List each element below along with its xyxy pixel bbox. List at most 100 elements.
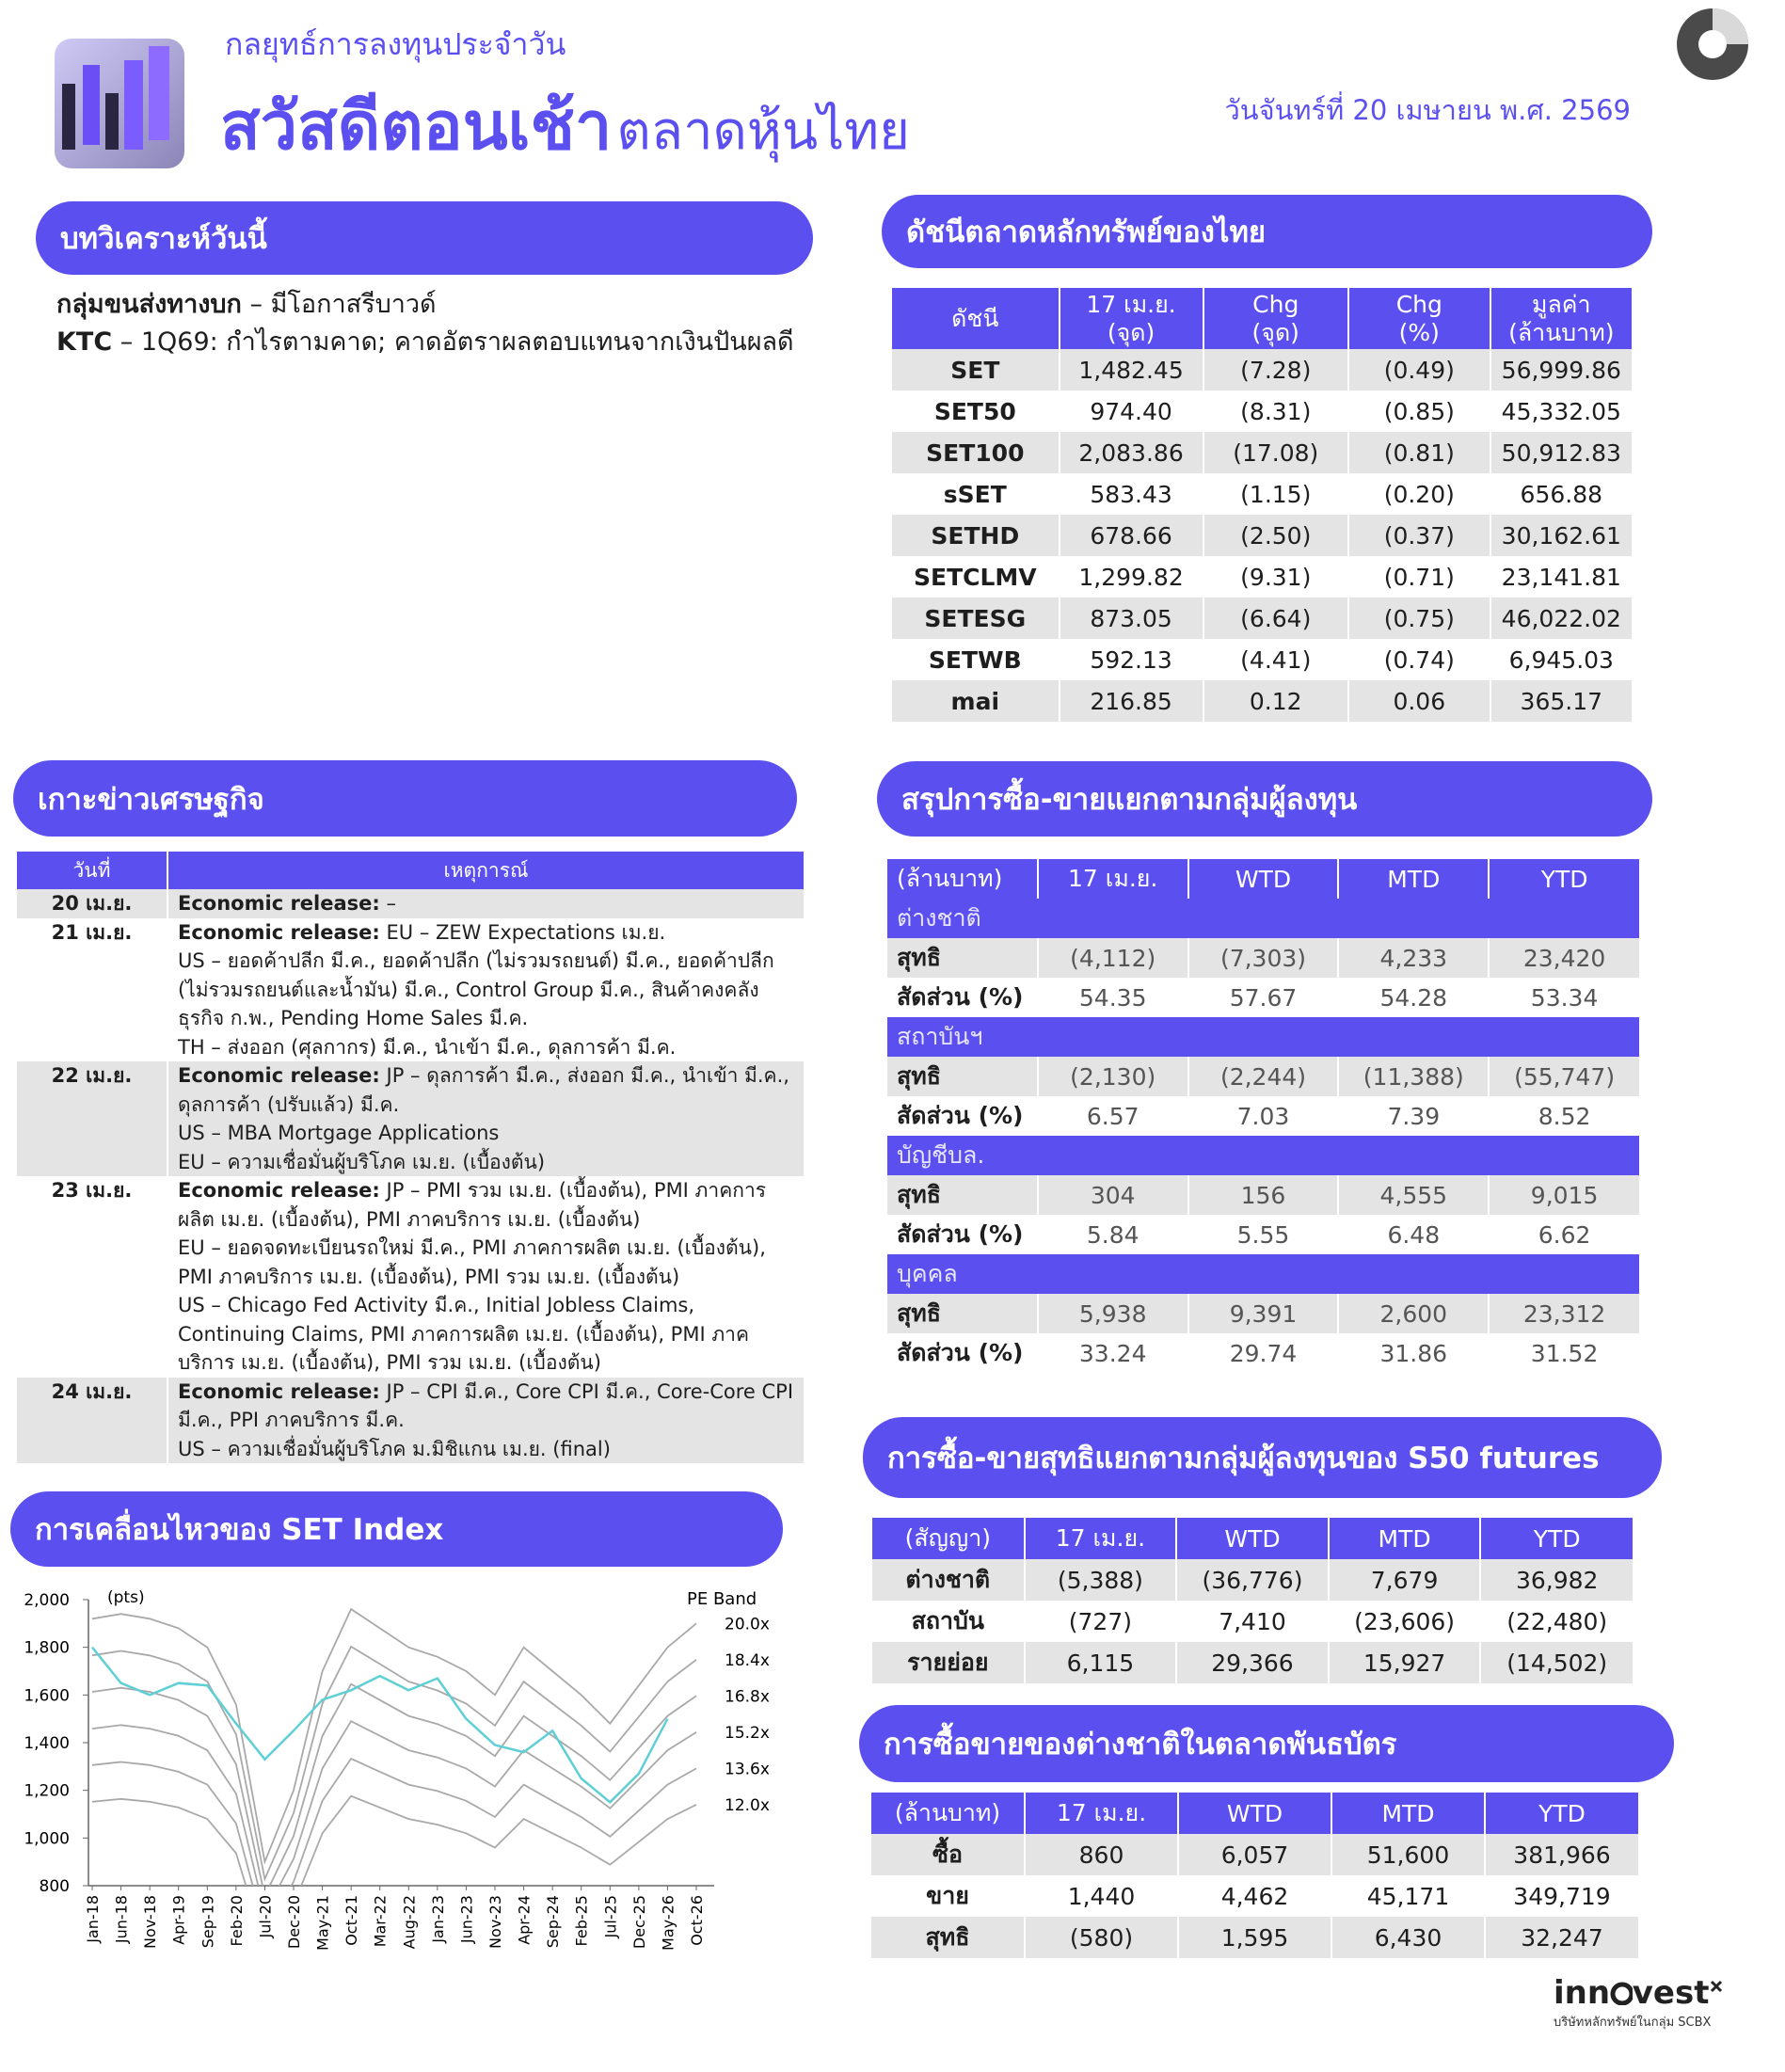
row-label: สุทธิ (887, 1175, 1039, 1215)
cell-value: 33.24 (1037, 1333, 1189, 1373)
header-cell: WTD (1187, 859, 1340, 899)
header-cell: MTD (1328, 1518, 1482, 1559)
news-events: Economic release: JP – PMI รวม เม.ย. (เบ… (167, 1176, 805, 1378)
news-line: (ไม่รวมรถยนต์และน้ำมัน) มี.ค., Control G… (178, 976, 804, 1005)
cell-value: (14,502) (1480, 1642, 1633, 1683)
cell-value: 29.74 (1187, 1333, 1340, 1373)
news-line: ดุลการค้า (ปรับแล้ว) มี.ค. (178, 1091, 804, 1120)
cell-value: 304 (1037, 1175, 1189, 1215)
cell-value: (8.31) (1203, 390, 1349, 432)
x-tick-label: Aug-22 (400, 1895, 418, 1949)
subtitle: กลยุทธ์การลงทุนประจำวัน (225, 26, 566, 62)
news-line: US – ความเชื่อมั่นผู้บริโภค ม.มิชิแกน เม… (178, 1435, 804, 1464)
news-text: EU – ความเชื่อมั่นผู้บริโภค เม.ย. (เบื้อ… (178, 1150, 546, 1173)
news-date: 20 เม.ย. (17, 889, 169, 918)
row-label: ต่างชาติ (872, 1559, 1026, 1601)
cell-value: 8.52 (1538, 1102, 1591, 1130)
y-tick-label: 800 (40, 1877, 70, 1896)
cell-value: 381,966 (1485, 1834, 1638, 1875)
brand-left: inn (1554, 1974, 1611, 2012)
band-label: 13.6x (725, 1760, 770, 1778)
y-tick-label: 2,000 (24, 1591, 70, 1610)
data-row: SETHD 678.66 (2.50) (0.37) 30,162.61 (892, 515, 1632, 556)
x-tick-label: Sep-24 (544, 1895, 562, 1948)
band-label: 12.0x (725, 1796, 770, 1815)
cell-value: (0.49) (1347, 349, 1491, 390)
row-label: SET100 (892, 432, 1060, 473)
header-cell: MTD (1331, 1793, 1486, 1834)
data-row: ซื้อ 860 6,057 51,600 381,966 (871, 1834, 1638, 1875)
news-text: US – MBA Mortgage Applications (178, 1122, 500, 1144)
cell-value: (22,480) (1506, 1607, 1608, 1635)
pe-band (91, 1645, 697, 1882)
x-tick-label: Feb-25 (573, 1895, 591, 1946)
header-cell: 17 เม.ย. (1037, 859, 1189, 899)
header-text: WTD (1224, 1524, 1281, 1553)
cell-value: 592.13 (1059, 639, 1204, 680)
header-line: (จุด) (1107, 318, 1155, 346)
cell-value: (0.20) (1347, 473, 1491, 515)
report-date: วันจันทร์ที่ 20 เมษายน พ.ศ. 2569 (1224, 94, 1631, 126)
cell-value: 50,912.83 (1490, 432, 1632, 473)
analysis-item: KTC – 1Q69: กำไรตามคาด; คาดอัตราผลตอบแทน… (56, 324, 794, 361)
cell-value: 7.39 (1338, 1096, 1490, 1136)
news-label: Economic release: (178, 892, 380, 915)
header-text: MTD (1387, 865, 1441, 893)
cell-value: (7.28) (1203, 349, 1349, 390)
data-row: สุทธิ (2,130) (2,244) (11,388) (55,747) (887, 1057, 1639, 1096)
flows-heading: สรุปการซื้อ-ขายแยกตามกลุ่มผู้ลงทุน (877, 761, 1652, 837)
news-text: US – ยอดค้าปลีก มี.ค., ยอดค้าปลีก (ไม่รว… (178, 949, 774, 972)
news-text: ดุลการค้า (ปรับแล้ว) มี.ค. (178, 1092, 400, 1116)
header-line: Chg (1395, 290, 1442, 318)
news-events: Economic release: JP – CPI มี.ค., Core C… (167, 1377, 805, 1464)
header-line: (ล้านบาท) (1508, 318, 1615, 346)
row-label: รายย่อย (872, 1642, 1026, 1683)
y-tick-label: 1,400 (24, 1734, 70, 1753)
header-text: YTD (1533, 1524, 1581, 1553)
row-label: สัดส่วน (%) (887, 1333, 1039, 1373)
cell-value: 1,482.45 (1059, 349, 1204, 390)
row-label: สุทธิ (887, 1057, 1039, 1096)
x-tick-label: May-21 (314, 1895, 332, 1951)
news-line: US – ยอดค้าปลีก มี.ค., ยอดค้าปลีก (ไม่รว… (178, 947, 804, 976)
analysis-topic: KTC (56, 327, 113, 357)
footer-logo: inn vest บริษัทหลักทรัพย์ในกลุ่ม SCBX (1554, 1974, 1723, 2032)
set-line (91, 1646, 669, 1804)
data-row: SETCLMV 1,299.82 (9.31) (0.71) 23,141.81 (892, 556, 1632, 598)
header-cell: 17 เม.ย. (จุด) (1059, 288, 1204, 349)
cell-value: 51,600 (1331, 1834, 1486, 1875)
legend-title: PE Band (687, 1589, 757, 1609)
row-label: สัดส่วน (%) (887, 978, 1039, 1017)
cell-value: 6,430 (1331, 1917, 1486, 1958)
header-text: (ล้านบาท) (894, 1799, 1001, 1826)
band-label: 15.2x (725, 1724, 770, 1743)
cell-value: 2,083.86 (1059, 432, 1204, 473)
data-row: สัดส่วน (%) 5.84 5.55 6.48 6.62 (887, 1215, 1639, 1254)
pe-band (91, 1757, 697, 1886)
header-row: ดัชนี 17 เม.ย. (จุด) Chg (จุด) Chg (%) มูลค่า (ล… (892, 288, 1632, 349)
header-cell: Chg (%) (1347, 288, 1491, 349)
cell-value: (4,112) (1037, 938, 1189, 978)
data-row: สุทธิ (4,112) (7,303) 4,233 23,420 (887, 938, 1639, 978)
news-text: TH – ส่งออก (ศุลกากร) มี.ค., นำเข้า มี.ค… (178, 1035, 677, 1059)
cell-value: 6,945.03 (1508, 646, 1614, 674)
news-date: 21 เม.ย. (17, 917, 169, 1061)
data-row: สัดส่วน (%) 6.57 7.03 7.39 8.52 (887, 1096, 1639, 1136)
header-text: WTD (1235, 865, 1292, 893)
row-label: SETESG (892, 598, 1060, 639)
cell-value: 349,719 (1513, 1882, 1611, 1910)
row-label: สุทธิ (887, 938, 1039, 978)
cell-value: (2,244) (1187, 1057, 1340, 1096)
news-line: EU – ความเชื่อมั่นผู้บริโภค เม.ย. (เบื้อ… (178, 1148, 804, 1177)
pe-band (91, 1682, 697, 1886)
news-line: บริการ เม.ย. (เบื้องต้น), PMI รวม เม.ย. … (178, 1348, 804, 1378)
data-row: ขาย 1,440 4,462 45,171 349,719 (871, 1875, 1638, 1917)
cell-value: 156 (1187, 1175, 1340, 1215)
row-label: สถาบัน (872, 1601, 1026, 1642)
header-logo (55, 39, 184, 168)
header-cell: YTD (1480, 1518, 1633, 1559)
cell-value: 7,679 (1328, 1559, 1482, 1601)
header-cell: WTD (1178, 1793, 1332, 1834)
header-text: (ล้านบาท) (897, 865, 1003, 892)
